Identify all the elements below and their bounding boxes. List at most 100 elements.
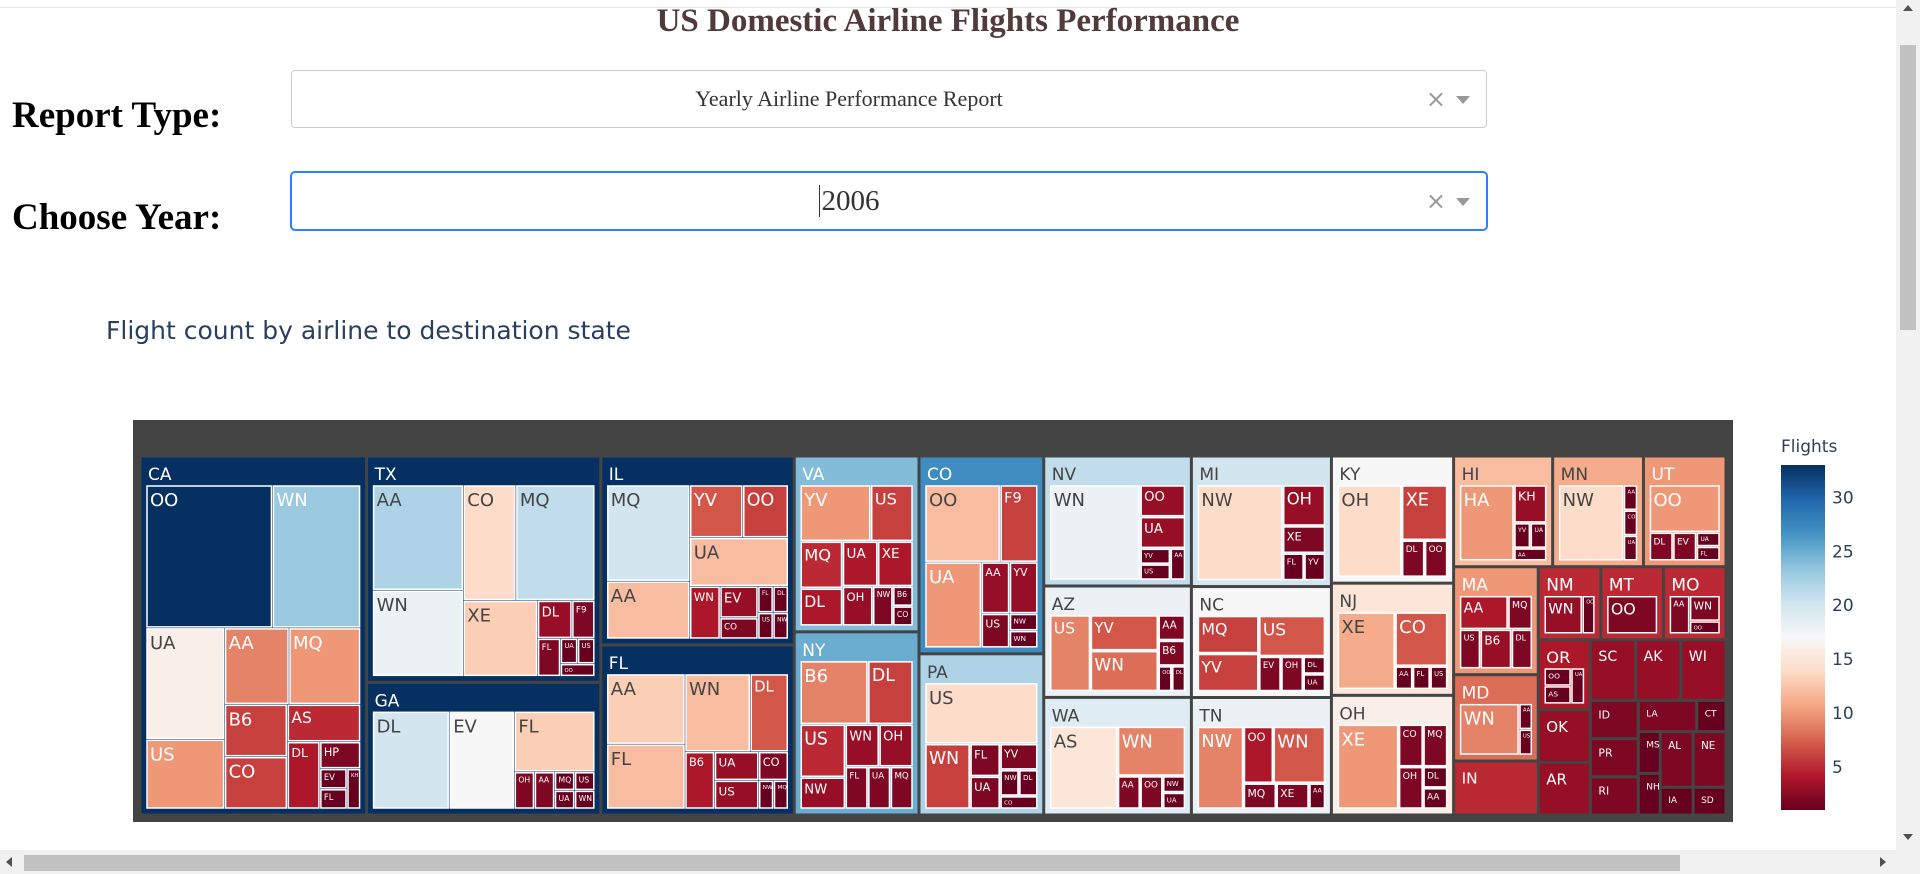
airline-tile-nj-co[interactable]: CO xyxy=(1395,612,1448,666)
year-input[interactable]: 2006 xyxy=(292,173,1406,229)
airline-tile-ma-b6[interactable]: B6 xyxy=(1480,629,1512,669)
airline-tile-mi-fl[interactable]: FL xyxy=(1282,553,1304,581)
airline-tile-oh-oh[interactable]: OH xyxy=(1398,766,1423,809)
airline-tile-va-ua[interactable]: UA xyxy=(842,541,878,587)
airline-tile-ut-oo[interactable]: OO xyxy=(1649,485,1720,533)
airline-tile-ga-aa[interactable]: AA xyxy=(534,772,555,809)
airline-tile-md-aa[interactable]: AA xyxy=(1519,703,1533,730)
horizontal-scrollbar[interactable] xyxy=(0,850,1896,874)
airline-tile-nj-fl[interactable]: FL xyxy=(1412,666,1430,690)
airline-tile-mi-xe[interactable]: XE xyxy=(1282,526,1326,553)
airline-tile-az-aa[interactable]: AA xyxy=(1158,615,1186,641)
airline-tile-ma-us[interactable]: US xyxy=(1459,629,1481,669)
state-tile-sd[interactable]: SD xyxy=(1693,787,1726,815)
airline-tile-wa-ua[interactable]: UA xyxy=(1163,792,1186,809)
airline-tile-ny-us[interactable]: US xyxy=(800,724,846,778)
airline-tile-tx-ua[interactable]: UA xyxy=(560,638,578,664)
report-type-chevron-down-icon[interactable] xyxy=(1456,96,1470,104)
report-type-dropdown[interactable]: Yearly Airline Performance Report × xyxy=(291,70,1487,128)
airline-tile-ca-co[interactable]: CO xyxy=(224,756,288,809)
state-tile-ny[interactable]: NY B6 DL US NW WN OH FL UA MQ xyxy=(794,632,919,815)
airline-tile-nv-yv[interactable]: YV xyxy=(1140,548,1171,564)
airline-tile-il-dl[interactable]: DL xyxy=(773,586,789,613)
airline-tile-mt-oo[interactable]: OO xyxy=(1607,595,1658,634)
airline-tile-mi-oh[interactable]: OH xyxy=(1282,485,1326,526)
airline-tile-mi-yv[interactable]: YV xyxy=(1304,553,1326,581)
state-tile-ak[interactable]: AK xyxy=(1636,640,1681,700)
airline-tile-az-wn[interactable]: WN xyxy=(1090,650,1159,692)
airline-tile-hi-aa[interactable]: AA xyxy=(1514,548,1547,561)
airline-tile-ny-mq[interactable]: MQ xyxy=(890,766,913,809)
airline-tile-az-dl[interactable]: DL xyxy=(1172,666,1186,692)
state-tile-al[interactable]: AL xyxy=(1660,732,1693,787)
state-tile-tx[interactable]: TX AA WN CO MQ XE DL F9 FL UA US OO xyxy=(367,456,601,682)
airline-tile-oh-aa[interactable]: AA xyxy=(1423,788,1448,809)
state-tile-ne[interactable]: NE xyxy=(1693,732,1726,787)
airline-tile-ky-oh[interactable]: OH xyxy=(1337,485,1402,577)
airline-tile-mo-wn[interactable]: WN xyxy=(1689,595,1720,621)
airline-tile-wa-aa[interactable]: AA xyxy=(1117,776,1140,809)
airline-tile-tx-xe[interactable]: XE xyxy=(463,600,538,677)
state-tile-oh[interactable]: OH XE CO MQ OH DL AA xyxy=(1331,695,1454,815)
airline-tile-ca-ua[interactable]: UA xyxy=(146,628,225,740)
airline-tile-ca-dl[interactable]: DL xyxy=(287,741,320,809)
airline-tile-fl-wn[interactable]: WN xyxy=(685,674,750,752)
airline-tile-fl-b6[interactable]: B6 xyxy=(685,751,715,809)
state-tile-ia[interactable]: IA xyxy=(1660,787,1693,815)
airline-tile-va-co[interactable]: CO xyxy=(893,606,913,626)
airline-tile-hi-ha[interactable]: HA xyxy=(1459,485,1514,561)
airline-tile-nv-oo[interactable]: OO xyxy=(1140,485,1186,517)
state-tile-pa[interactable]: PA US WN FL UA YV NW DL CO xyxy=(919,654,1044,815)
airline-tile-ky-dl[interactable]: DL xyxy=(1401,540,1425,577)
airline-tile-nj-xe[interactable]: XE xyxy=(1337,612,1395,690)
airline-tile-co-nw[interactable]: NW xyxy=(1009,613,1038,631)
state-tile-mo[interactable]: MO AA WN OO xyxy=(1663,567,1726,640)
airline-tile-tn-mq[interactable]: MQ xyxy=(1243,783,1277,809)
airline-tile-il-nw[interactable]: NW xyxy=(773,612,789,639)
airline-tile-va-mq[interactable]: MQ xyxy=(800,541,843,589)
airline-tile-il-aa[interactable]: AA xyxy=(607,581,690,639)
airline-tile-ma-aa[interactable]: AA xyxy=(1459,595,1508,630)
airline-tile-ga-dl[interactable]: DL xyxy=(372,711,449,809)
airline-tile-ga-wn[interactable]: WN xyxy=(574,790,595,809)
airline-tile-pa-us[interactable]: US xyxy=(925,683,1038,744)
airline-tile-md-us[interactable]: US xyxy=(1519,729,1533,755)
airline-tile-ma-mq[interactable]: MQ xyxy=(1508,595,1533,630)
vertical-scrollbar[interactable] xyxy=(1896,0,1920,874)
airline-tile-pa-nw[interactable]: NW xyxy=(1000,770,1019,796)
airline-tile-nc-mq[interactable]: MQ xyxy=(1197,615,1259,654)
airline-tile-co-f9[interactable]: F9 xyxy=(1000,485,1038,562)
state-tile-nh[interactable]: NH xyxy=(1638,773,1660,815)
airline-tile-il-ev[interactable]: EV xyxy=(720,586,758,618)
airline-tile-co-yv[interactable]: YV xyxy=(1009,562,1038,614)
airline-tile-tx-fl[interactable]: FL xyxy=(537,638,561,677)
airline-tile-fl-nw[interactable]: NW xyxy=(759,780,774,809)
scroll-up-icon[interactable] xyxy=(1903,5,1913,11)
year-clear-icon[interactable]: × xyxy=(1425,187,1446,215)
airline-tile-ny-b6[interactable]: B6 xyxy=(800,661,868,725)
airline-tile-tn-oo[interactable]: OO xyxy=(1243,726,1274,783)
airline-tile-ga-us[interactable]: US xyxy=(574,772,595,791)
airline-tile-or-oo[interactable]: OO xyxy=(1544,668,1571,686)
airline-tile-il-fl[interactable]: FL xyxy=(758,586,773,613)
airline-tile-oh-dl[interactable]: DL xyxy=(1423,766,1448,788)
airline-tile-ga-ev[interactable]: EV xyxy=(449,711,515,809)
state-tile-ar[interactable]: AR xyxy=(1538,762,1590,815)
airline-tile-fl-us[interactable]: US xyxy=(714,780,759,809)
airline-tile-ut-ev[interactable]: EV xyxy=(1673,532,1697,561)
airline-tile-va-dl[interactable]: DL xyxy=(800,588,843,626)
airline-tile-or-ua[interactable]: UA xyxy=(1571,668,1585,704)
state-tile-nc[interactable]: NC MQ YV US EV OH DL UA xyxy=(1191,587,1331,698)
state-tile-nm[interactable]: NM WN OO xyxy=(1538,567,1601,640)
airline-tile-wa-wn[interactable]: WN xyxy=(1117,726,1186,776)
airline-tile-tx-wn[interactable]: WN xyxy=(372,590,464,677)
airline-tile-tx-co[interactable]: CO xyxy=(463,485,516,601)
airline-tile-oh-co[interactable]: CO xyxy=(1398,724,1423,767)
airline-tile-nv-wn[interactable]: WN xyxy=(1049,485,1140,580)
airline-tile-tn-wn[interactable]: WN xyxy=(1273,726,1326,783)
state-tile-va[interactable]: VA YV US MQ DL UA XE OH NW B6 CO xyxy=(794,456,919,632)
airline-tile-pa-fl[interactable]: FL xyxy=(970,743,1000,777)
airline-tile-fl-aa[interactable]: AA xyxy=(607,674,685,744)
airline-tile-wa-oo[interactable]: OO xyxy=(1140,776,1163,809)
airline-tile-pa-ua[interactable]: UA xyxy=(970,776,1000,809)
